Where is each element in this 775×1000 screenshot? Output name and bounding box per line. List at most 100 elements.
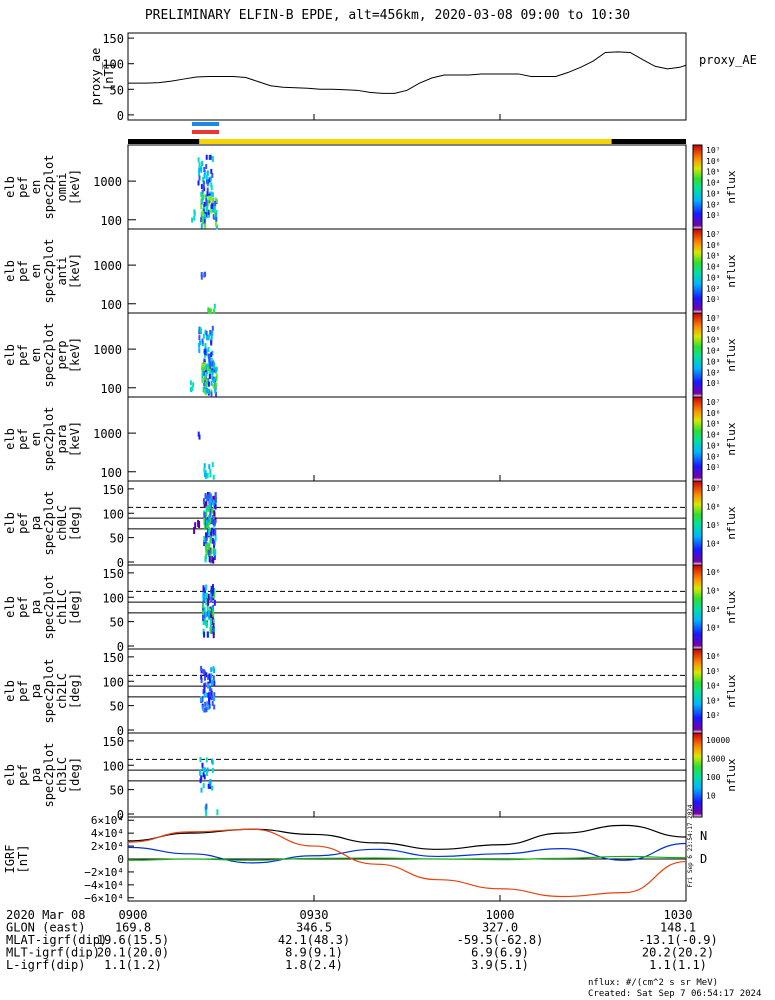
spectrogram-pixel: [215, 373, 218, 379]
spectrogram-pixel: [205, 546, 208, 553]
footer-row-value: 0900: [119, 908, 148, 922]
spectrogram-pixel: [198, 162, 201, 167]
spectrogram-pixel: [208, 703, 211, 709]
spectrogram-pixel: [205, 164, 208, 169]
colorbar-tick-label: 10³: [706, 696, 720, 705]
colorbar-tick-label: 10⁵: [706, 168, 720, 177]
spectrogram-pixel: [205, 500, 208, 507]
spectrogram-pixel: [205, 351, 208, 357]
energy-panel-ylabel: [keV]: [68, 337, 82, 373]
spectrogram-pixel: [204, 538, 207, 545]
colorbar-tick-label: 10⁷: [706, 146, 720, 155]
spectrogram-pixel: [211, 350, 214, 356]
igrf-D-line: [127, 828, 687, 898]
colorbar-label: nflux: [725, 170, 738, 203]
spectrogram-pixel: [205, 584, 208, 591]
pa-ytick-label: 150: [102, 735, 124, 749]
spectrogram-pixel: [199, 770, 201, 776]
spectrogram-pixel: [201, 161, 204, 167]
proxy-ae-ylabel: [nT]: [102, 62, 116, 91]
spectrogram-pixel: [206, 692, 209, 698]
spectrogram-pixel: [200, 678, 203, 684]
energy-ytick-label: 1000: [93, 343, 122, 357]
spectrogram-pixel: [207, 366, 209, 371]
energy-panel-ylabel: elb: [3, 428, 17, 450]
spectrogram-pixel: [211, 361, 214, 367]
spectrogram-pixel: [202, 213, 205, 219]
spectrogram-pixel: [202, 783, 205, 789]
spectrogram-pixel: [201, 190, 204, 196]
spectrogram-pixel: [208, 177, 211, 183]
proxy-ae-ytick-label: 0: [117, 109, 124, 123]
spectrogram-pixel: [213, 704, 216, 710]
colorbar-tick-label: 10⁵: [706, 420, 720, 429]
state-bar-segment: [128, 139, 200, 144]
spectrogram-pixel: [210, 614, 213, 621]
energy-panel-ylabel: en: [29, 180, 43, 194]
spectrogram-pixel: [203, 683, 206, 689]
energy-panel-ylabel: [keV]: [68, 169, 82, 205]
spectrogram-pixel: [191, 217, 194, 223]
spectrogram-pixel: [209, 685, 212, 691]
spectrogram-pixel: [214, 368, 217, 374]
spectrogram-pixel: [213, 539, 216, 546]
spectrogram-pixel: [205, 198, 208, 204]
pa-panel-ylabel: pa: [29, 684, 43, 698]
spectrogram-pixel: [200, 223, 203, 229]
spectrogram-pixel: [208, 334, 211, 339]
spectrogram-pixel: [214, 535, 217, 542]
spectrogram-pixel: [211, 192, 214, 198]
spectrogram-pixel: [207, 610, 210, 617]
spectrogram-pixel: [200, 674, 203, 680]
spectrogram-pixel: [214, 529, 217, 536]
energy-colorbar: [692, 144, 703, 230]
spectrogram-pixel: [199, 757, 202, 762]
footer-row-value: 42.1(48.3): [278, 933, 350, 947]
colorbar-tick-label: 100: [706, 773, 721, 782]
igrf-ytick-label: −2×10⁴: [84, 866, 124, 879]
spectrogram-pixel: [213, 510, 216, 517]
footer-row-value: 0930: [300, 908, 329, 922]
spectrogram-pixel: [189, 380, 192, 386]
spectrogram-pixel: [203, 208, 206, 214]
spectrogram-pixel: [210, 340, 213, 346]
pa-panel-ylabel: [deg]: [68, 589, 82, 625]
colorbar-tick-label: 10³: [706, 189, 720, 198]
igrf-ytick-label: −6×10⁴: [84, 892, 124, 905]
spectrogram-pixel: [208, 498, 211, 505]
pa-panel-ylabel: elb: [3, 680, 17, 702]
spectrogram-pixel: [207, 179, 210, 185]
energy-panel-ylabel: anti: [55, 257, 69, 286]
spectrogram-pixel: [210, 334, 213, 340]
spectrogram-pixel: [199, 340, 201, 346]
proxy-ae-line: [128, 51, 687, 94]
footer-row-value: 20.2(20.2): [642, 946, 714, 960]
spectrogram-pixel: [213, 550, 216, 557]
spectrogram-pixel: [209, 176, 212, 182]
spectrogram-pixel: [208, 374, 211, 379]
spectrogram-pixel: [202, 619, 205, 626]
spectrogram-pixel: [214, 200, 217, 206]
spectrogram-pixel: [204, 682, 207, 688]
colorbar-tick-label: 10⁶: [706, 503, 720, 512]
pa-panel-ylabel: pef: [16, 596, 30, 618]
spectrogram-pixel: [200, 274, 203, 280]
spectrogram-pixel: [211, 197, 214, 203]
spectrogram-pixel: [201, 365, 204, 371]
spectrogram-pixel: [212, 367, 215, 373]
colorbar-tick-label: 10³: [706, 357, 720, 366]
colorbar-tick-label: 10⁴: [706, 263, 720, 272]
spectrogram-pixel: [210, 593, 213, 599]
spectrogram-pixel: [202, 216, 205, 222]
energy-panel-ylabel: spec2plot: [42, 154, 56, 219]
spectrogram-pixel: [203, 463, 206, 469]
footer-row-value: 1000: [486, 908, 515, 922]
spectrogram-pixel: [209, 678, 211, 684]
spectrogram-pixel: [200, 696, 203, 702]
spectrogram-pixel: [208, 549, 210, 556]
igrf-side-timestamp: Fri Sep 6 23:54:17 2024: [687, 804, 694, 887]
spectrogram-pixel: [205, 803, 208, 810]
spectrogram-pixel: [207, 683, 209, 689]
energy-panel-ylabel: spec2plot: [42, 406, 56, 471]
